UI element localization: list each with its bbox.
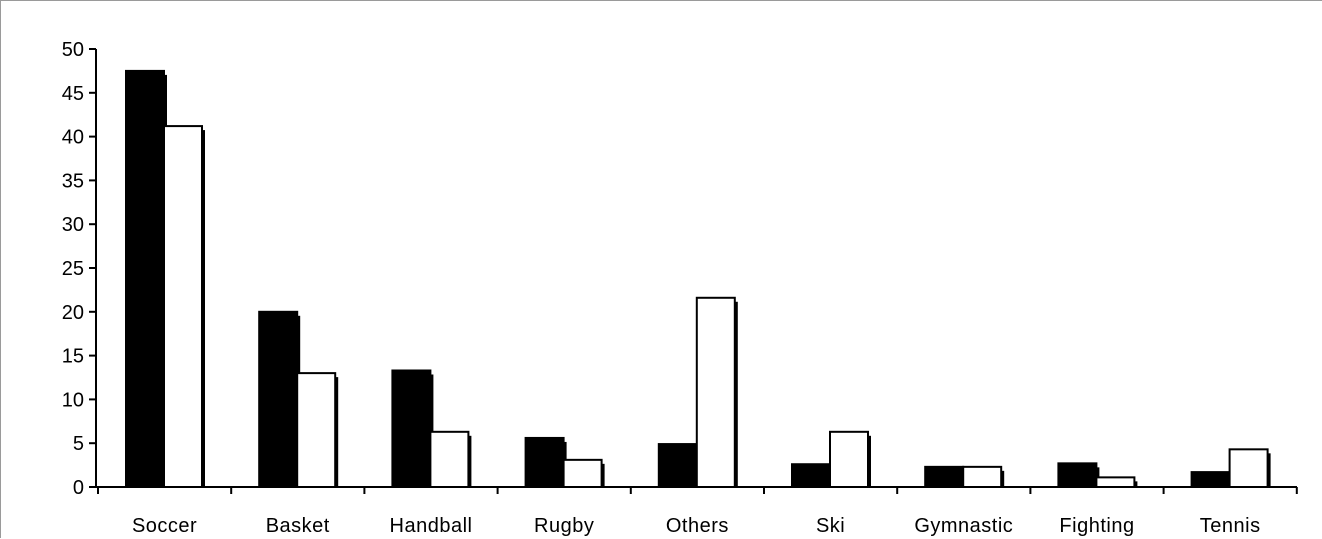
y-tick-label: 5 (73, 433, 84, 455)
y-tick-label: 25 (62, 258, 84, 280)
bar-series-1 (258, 310, 299, 488)
y-tick-label: 35 (62, 170, 84, 192)
bar-series-2 (1095, 476, 1136, 489)
bar-series-1 (1190, 471, 1231, 489)
bar-series-2 (562, 458, 603, 488)
y-tick-label: 40 (62, 127, 84, 149)
bar-series-2 (296, 372, 337, 488)
x-category-label: Others (666, 515, 729, 537)
x-category-label: Basket (266, 515, 330, 537)
bars (125, 69, 1271, 489)
x-category-label: Ski (816, 515, 845, 537)
bar-series-1 (391, 369, 432, 489)
bar-series-1 (657, 443, 698, 488)
x-category-label: Handball (390, 515, 473, 537)
y-tick-label: 50 (62, 39, 84, 61)
y-tick-label: 45 (62, 83, 84, 105)
bar-series-2 (695, 296, 736, 488)
bar-series-2 (829, 430, 869, 489)
bar-series-1 (924, 465, 965, 488)
x-category-label: Tennis (1200, 515, 1261, 537)
bar-series-1 (524, 436, 565, 488)
bar-series-2 (429, 430, 470, 489)
bar-series-2 (163, 125, 203, 488)
x-axis: Soccer Basket Handball Rugby Others Ski Gymnas… (96, 486, 1298, 537)
bar-series-2 (962, 465, 1003, 488)
x-category-label: Rugby (534, 515, 594, 537)
y-tick-label: 15 (62, 346, 84, 368)
x-category-label: Gymnastic (914, 515, 1013, 537)
bar-series-1 (791, 463, 831, 488)
bar-series-2 (1228, 448, 1269, 488)
x-category-label: Fighting (1059, 515, 1134, 537)
bar-series-1 (125, 69, 165, 489)
y-tick-label: 20 (62, 302, 84, 324)
y-tick-label: 30 (62, 214, 84, 236)
x-category-label: Soccer (132, 515, 197, 537)
y-tick-label: 0 (73, 477, 84, 499)
y-tick-label: 10 (62, 389, 84, 411)
y-axis: 0 5 10 15 20 25 30 35 40 45 50 (62, 39, 97, 499)
bar-series-1 (1057, 462, 1098, 488)
